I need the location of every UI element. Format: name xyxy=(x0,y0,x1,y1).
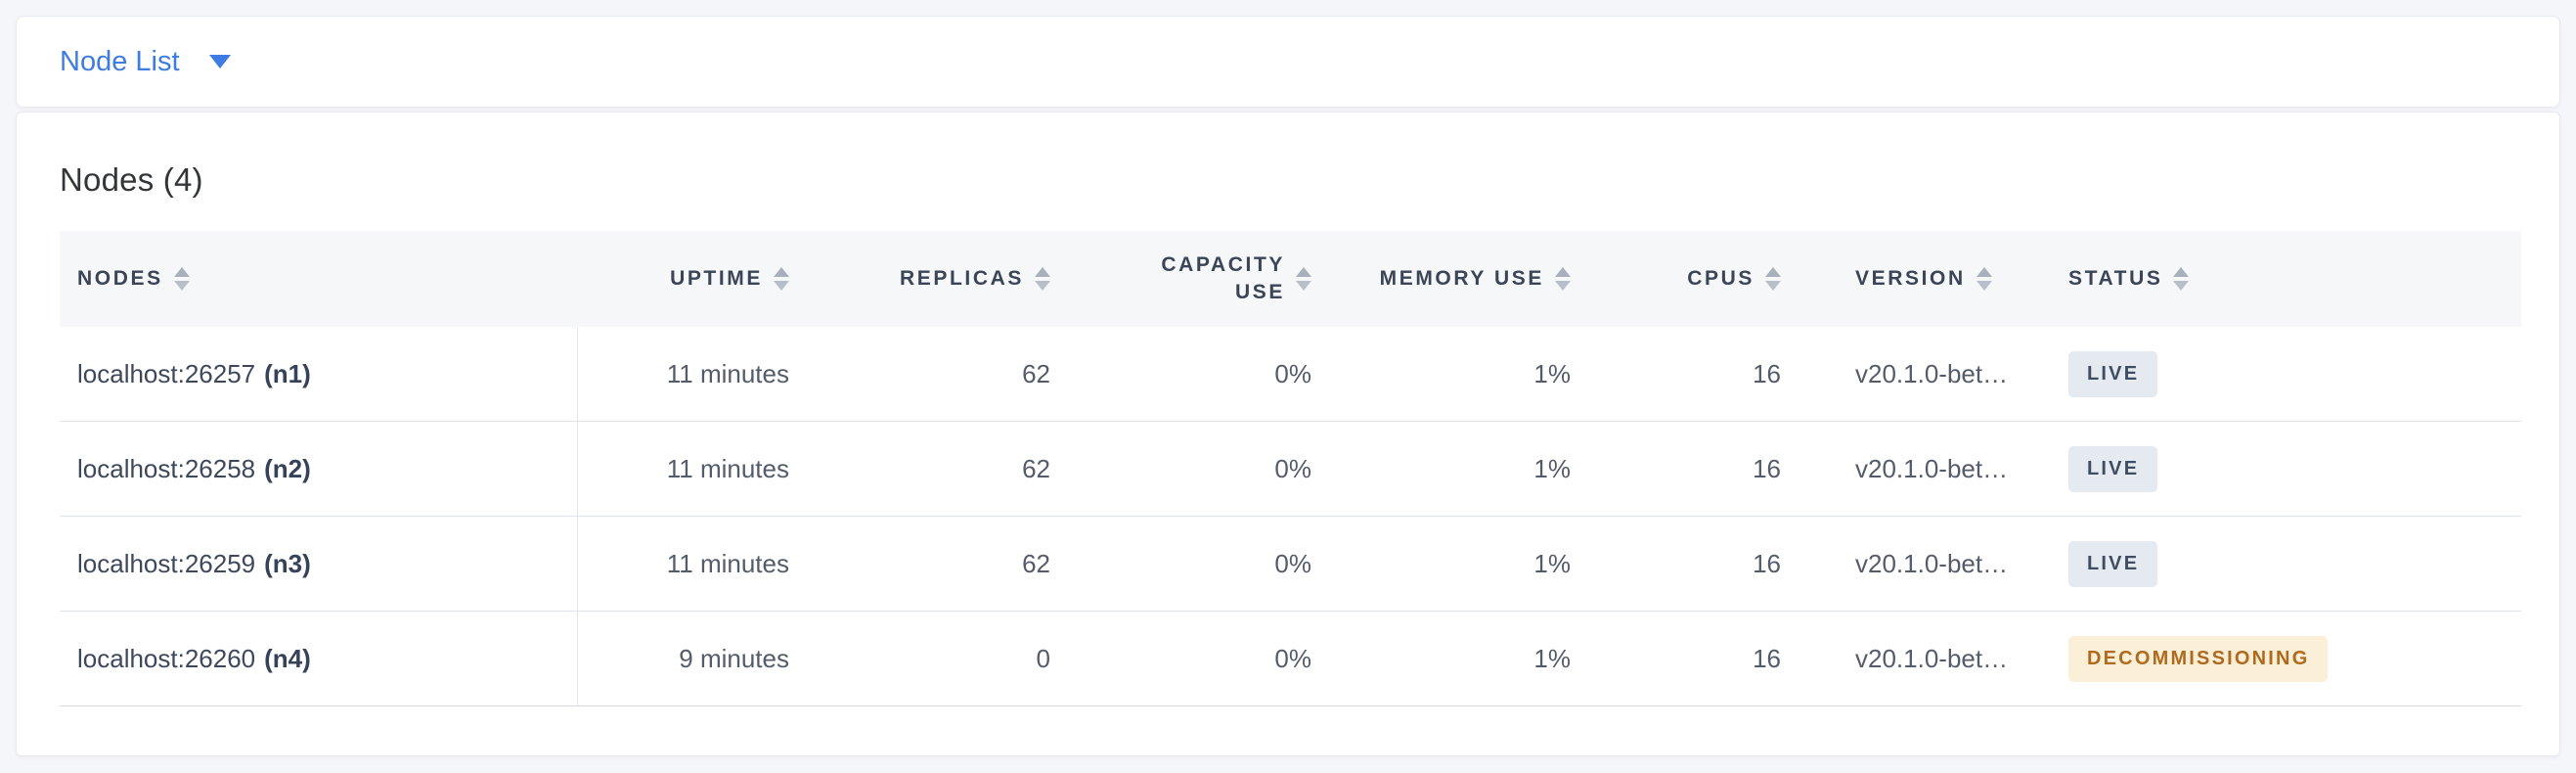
column-header-uptime[interactable]: UPTIME xyxy=(578,231,813,327)
view-selector-bar: Node List xyxy=(16,16,2560,108)
memory-use-cell: 1% xyxy=(1533,643,1571,673)
version-cell: v20.1.0-bet… xyxy=(1855,358,2009,388)
node-id: (n3) xyxy=(264,548,311,578)
sort-arrows-icon xyxy=(1765,267,1781,291)
uptime-cell: 9 minutes xyxy=(679,643,789,673)
capacity-use-cell: 0% xyxy=(1274,358,1311,388)
status-badge: LIVE xyxy=(2068,540,2158,587)
node-link[interactable]: localhost:26257 (n1) xyxy=(60,327,578,421)
caret-down-icon xyxy=(208,55,231,68)
sort-arrows-icon xyxy=(774,267,789,291)
sort-arrows-icon xyxy=(1035,267,1050,291)
view-selector-label: Node List xyxy=(60,45,180,77)
table-row: localhost:26257 (n1) 11 minutes 62 0% 1%… xyxy=(60,327,2521,422)
capacity-use-cell: 0% xyxy=(1274,453,1311,483)
status-cell: LIVE xyxy=(2045,517,2521,611)
node-id: (n1) xyxy=(264,358,311,388)
version-cell: v20.1.0-bet… xyxy=(1855,548,2009,578)
sort-arrows-icon xyxy=(1555,267,1571,291)
column-header-status[interactable]: STATUS xyxy=(2045,231,2521,327)
status-badge: DECOMMISSIONING xyxy=(2068,635,2329,682)
table-row: localhost:26260 (n4) 9 minutes 0 0% 1% 1… xyxy=(60,612,2521,706)
sort-arrows-icon xyxy=(173,267,190,291)
memory-use-cell: 1% xyxy=(1533,453,1571,483)
status-badge: LIVE xyxy=(2068,445,2158,492)
cpus-cell: 16 xyxy=(1753,643,1781,673)
node-address: localhost:26260 xyxy=(77,643,256,673)
memory-use-cell: 1% xyxy=(1533,548,1571,578)
node-address: localhost:26258 xyxy=(77,453,256,483)
column-header-cpus[interactable]: CPUS xyxy=(1594,231,1804,327)
page-title: Nodes (4) xyxy=(60,161,203,198)
node-link[interactable]: localhost:26258 (n2) xyxy=(60,422,578,516)
sort-arrows-icon xyxy=(1296,267,1311,291)
version-cell: v20.1.0-bet… xyxy=(1855,453,2009,483)
column-header-memory-use[interactable]: MEMORY USE xyxy=(1335,231,1594,327)
replicas-cell: 62 xyxy=(1022,548,1050,578)
sort-arrows-icon xyxy=(2173,267,2190,291)
memory-use-cell: 1% xyxy=(1533,358,1571,388)
version-cell: v20.1.0-bet… xyxy=(1855,643,2009,673)
cpus-cell: 16 xyxy=(1753,548,1781,578)
uptime-cell: 11 minutes xyxy=(666,548,789,578)
nodes-table: NODES UPTIME REPLICAS CAPACITY USE MEMOR… xyxy=(60,231,2521,706)
status-badge: LIVE xyxy=(2068,350,2158,397)
replicas-cell: 62 xyxy=(1022,358,1050,388)
node-address: localhost:26259 xyxy=(77,548,256,578)
replicas-cell: 62 xyxy=(1022,453,1050,483)
uptime-cell: 11 minutes xyxy=(666,358,789,388)
status-cell: DECOMMISSIONING xyxy=(2045,612,2521,705)
status-cell: LIVE xyxy=(2045,422,2521,516)
table-row: localhost:26259 (n3) 11 minutes 62 0% 1%… xyxy=(60,517,2521,612)
status-cell: LIVE xyxy=(2045,327,2521,421)
column-header-version[interactable]: VERSION xyxy=(1804,231,2045,327)
cpus-cell: 16 xyxy=(1753,358,1781,388)
replicas-cell: 0 xyxy=(1036,643,1050,673)
sort-arrows-icon xyxy=(1976,267,1992,291)
nodes-card: Nodes (4) NODES UPTIME REPLICAS CAPACITY… xyxy=(16,112,2560,756)
column-header-capacity-use[interactable]: CAPACITY USE xyxy=(1074,231,1335,327)
node-id: (n2) xyxy=(264,453,311,483)
column-header-replicas[interactable]: REPLICAS xyxy=(813,231,1074,327)
table-row: localhost:26258 (n2) 11 minutes 62 0% 1%… xyxy=(60,422,2521,517)
table-header-row: NODES UPTIME REPLICAS CAPACITY USE MEMOR… xyxy=(60,231,2521,327)
node-link[interactable]: localhost:26260 (n4) xyxy=(60,612,578,705)
column-header-nodes[interactable]: NODES xyxy=(60,231,578,327)
node-link[interactable]: localhost:26259 (n3) xyxy=(60,517,578,611)
node-id: (n4) xyxy=(264,643,311,673)
capacity-use-cell: 0% xyxy=(1274,548,1311,578)
cpus-cell: 16 xyxy=(1753,453,1781,483)
capacity-use-cell: 0% xyxy=(1274,643,1311,673)
uptime-cell: 11 minutes xyxy=(666,453,789,483)
view-selector-dropdown[interactable]: Node List xyxy=(60,46,231,78)
node-address: localhost:26257 xyxy=(77,358,256,388)
